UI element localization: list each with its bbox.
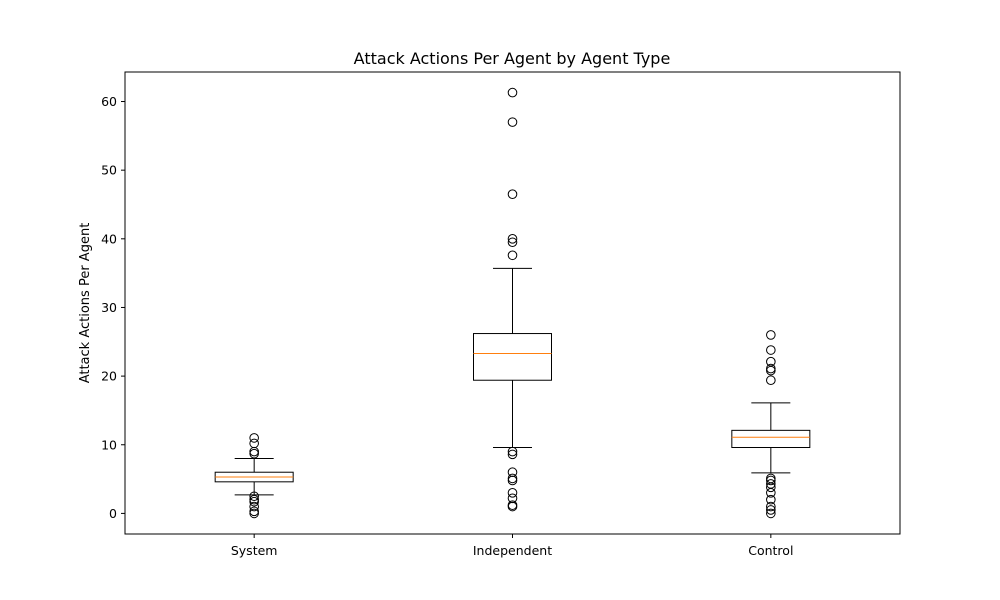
outlier-point [766,479,776,489]
outlier-point [507,449,518,460]
y-tick-label: 30 [101,300,117,315]
outlier-point [507,234,518,244]
outlier-point [766,363,776,374]
outlier-point [249,433,259,443]
y-tick-label: 40 [101,231,117,246]
outlier-point [766,508,776,519]
outlier-point [249,494,259,505]
outlier-point [766,345,776,355]
x-tick-label: Independent [473,543,552,558]
outlier-point [766,330,776,340]
outlier-point [507,473,518,484]
outlier-point [507,467,518,478]
box-iqr [731,429,811,449]
plot-frame [124,71,901,535]
outlier-point [249,491,259,502]
box-iqr [473,333,552,381]
y-tick-label: 50 [101,163,117,178]
outlier-point [507,117,518,127]
outlier-point [766,365,776,376]
outlier-point [766,473,776,484]
outlier-point [507,500,518,510]
outlier-point [507,475,518,486]
outlier-point [249,501,259,512]
outlier-point [766,356,776,367]
outlier-point [507,237,518,248]
y-tick-label: 10 [101,437,117,452]
y-tick-label: 60 [101,94,117,109]
outlier-point [507,87,518,98]
x-tick-label: System [231,543,278,558]
y-tick-label: 0 [109,506,117,521]
outlier-point [507,189,518,199]
outlier-point [249,448,259,459]
y-axis-label: Attack Actions Per Agent [78,223,93,384]
y-tick-label: 20 [101,369,117,384]
outlier-point [766,501,776,512]
chart-title: Attack Actions Per Agent by Agent Type [354,49,671,68]
outlier-point [249,506,259,517]
outlier-point [249,446,259,457]
outlier-point [507,493,518,504]
outlier-point [766,505,776,515]
x-tick-label: Control [748,543,793,558]
outlier-point [507,446,518,457]
outlier-point [249,438,259,449]
outlier-point [766,375,776,386]
outlier-point [766,494,776,505]
outlier-point [507,250,518,261]
outlier-point [507,488,518,498]
